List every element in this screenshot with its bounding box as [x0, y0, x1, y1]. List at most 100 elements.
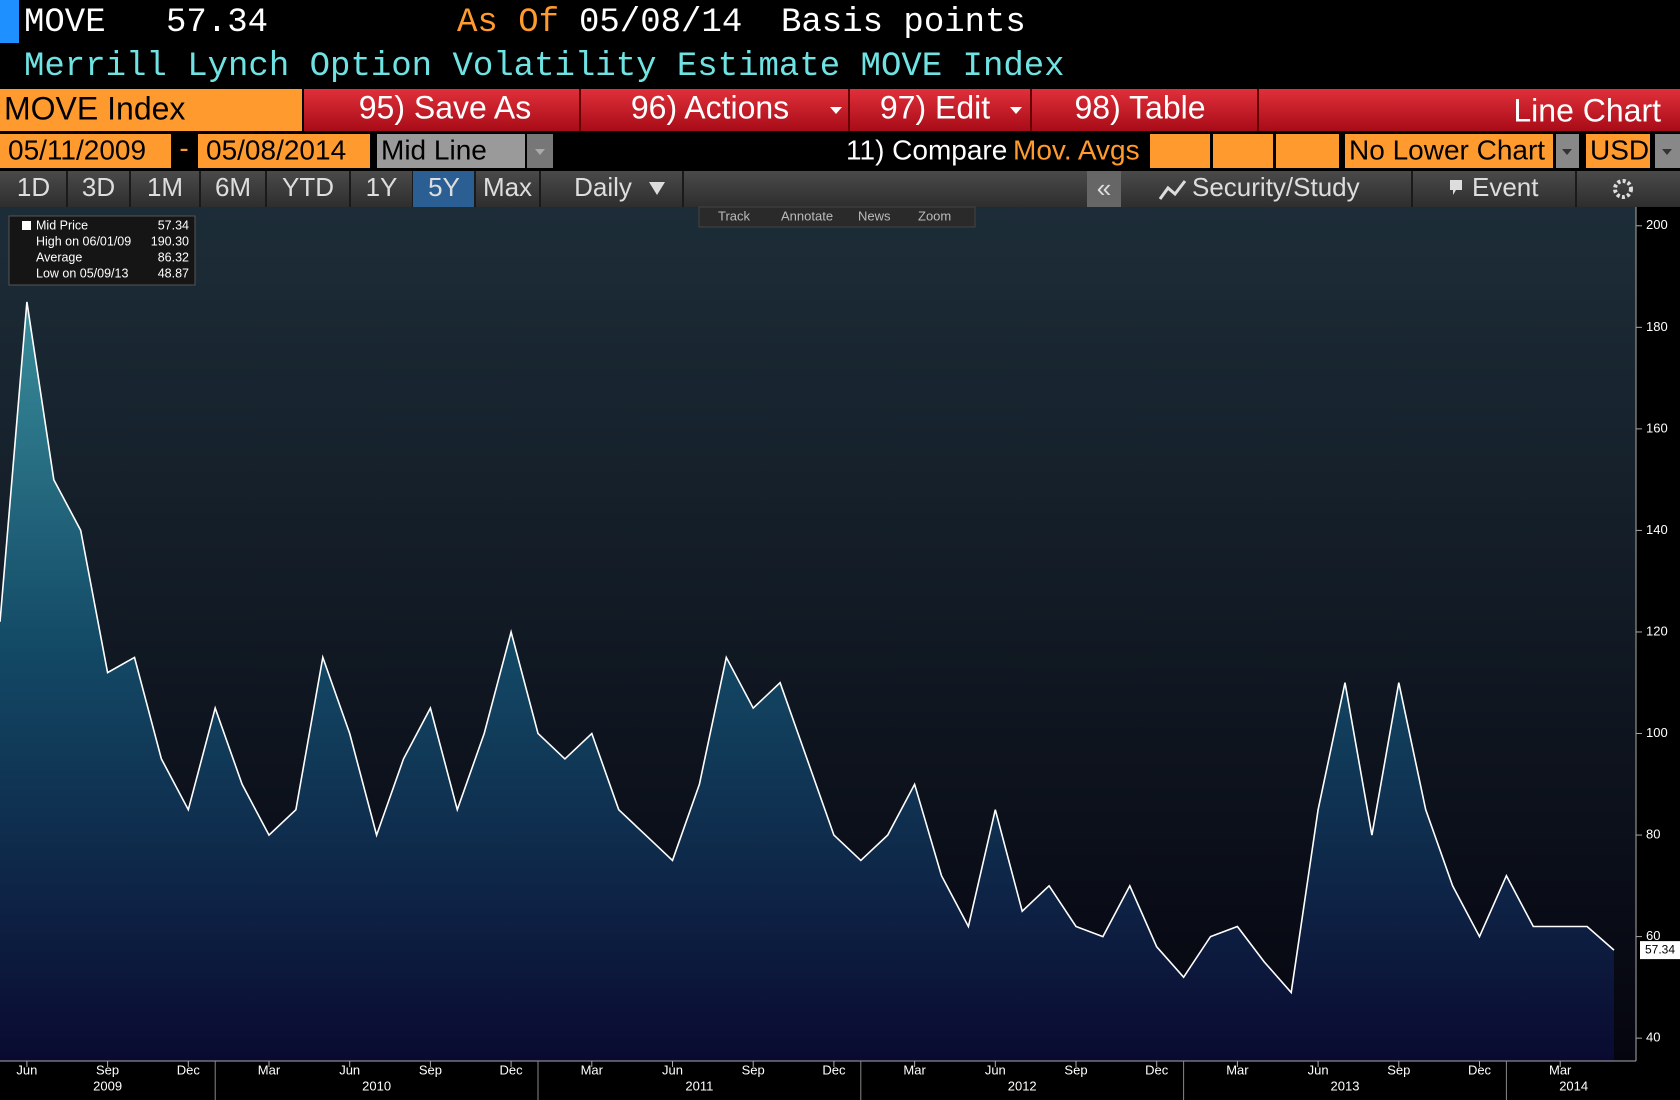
- x-tick-label: Mar: [1226, 1062, 1249, 1077]
- x-tick-label: Sep: [419, 1062, 442, 1077]
- period-tab[interactable]: YTD: [282, 172, 334, 202]
- frequency[interactable]: Daily: [574, 172, 632, 202]
- period-tab[interactable]: 1M: [147, 172, 183, 202]
- period-tab[interactable]: 1Y: [366, 172, 398, 202]
- event-button[interactable]: Event: [1472, 172, 1539, 202]
- period-tab[interactable]: 1D: [17, 172, 50, 202]
- menu-dividers: [579, 89, 1259, 131]
- selected-tab: [413, 171, 475, 207]
- as-of-date: 05/08/14: [579, 4, 742, 42]
- line-type: Mid Line: [381, 134, 487, 165]
- ticker: MOVE: [24, 4, 106, 42]
- save-as-button[interactable]: 95) Save As: [359, 89, 532, 125]
- year-label: 2011: [685, 1078, 713, 1093]
- y-tick-label: 140: [1646, 522, 1668, 537]
- y-tick-label: 160: [1646, 420, 1668, 435]
- collapse: «: [1097, 173, 1111, 203]
- currency: USD: [1590, 134, 1649, 165]
- legend-value: 57.34: [158, 218, 189, 232]
- dropdown-arrow: [830, 107, 842, 114]
- x-tick-label: Mar: [581, 1062, 604, 1077]
- x-tick-label: Sep: [1064, 1062, 1087, 1077]
- year-label: 2013: [1331, 1078, 1360, 1093]
- line-type-box[interactable]: [377, 134, 525, 168]
- legend-value: 48.87: [158, 266, 189, 280]
- x-tick-label: Mar: [903, 1062, 926, 1077]
- security-name: MOVE Index: [4, 90, 185, 126]
- x-tick-label: Jun: [16, 1062, 37, 1077]
- x-tick-label: Mar: [258, 1062, 281, 1077]
- legend-label: High on 06/01/09: [36, 234, 131, 248]
- menu-bar: [304, 89, 1680, 131]
- y-tick-label: 40: [1646, 1030, 1660, 1045]
- study-button[interactable]: Security/Study: [1192, 172, 1360, 202]
- y-tick-label: 80: [1646, 826, 1660, 841]
- currency-box[interactable]: [1586, 134, 1650, 168]
- lower-chart: No Lower Chart: [1349, 134, 1545, 165]
- mini-tool[interactable]: Track: [718, 208, 751, 223]
- year-label: 2014: [1559, 1078, 1588, 1093]
- settings-icon[interactable]: [1613, 179, 1633, 199]
- table-button[interactable]: 98) Table: [1074, 89, 1205, 125]
- dropdown-arrow: [1010, 107, 1022, 114]
- area: [0, 301, 1614, 1061]
- actions-button[interactable]: 96) Actions: [631, 89, 789, 125]
- y-tick-label: 60: [1646, 928, 1660, 943]
- mini-tool[interactable]: Annotate: [781, 208, 833, 223]
- study-icon: [1158, 180, 1187, 200]
- end-date-box[interactable]: [198, 134, 370, 168]
- edit-button[interactable]: 97) Edit: [880, 89, 990, 125]
- x-tick-label: Jun: [662, 1062, 683, 1077]
- last-value-label: 57.34: [1645, 942, 1675, 956]
- mini-tool[interactable]: News: [858, 208, 891, 223]
- collapse-box[interactable]: [1087, 171, 1121, 207]
- legend-value: 86.32: [158, 250, 189, 264]
- y-tick-label: 120: [1646, 623, 1668, 638]
- period-tab[interactable]: Max: [483, 172, 532, 202]
- legend-value: 190.30: [151, 234, 189, 248]
- dropdown-arrow: [535, 149, 545, 155]
- start-date-box[interactable]: [0, 134, 171, 168]
- mov-avg-fields[interactable]: [1150, 134, 1339, 168]
- compare-button[interactable]: 11) Compare: [846, 134, 1007, 165]
- y-tick-label: 200: [1646, 217, 1668, 232]
- legend-label: Average: [36, 250, 82, 264]
- mov-avgs-label: Mov. Avgs: [1013, 134, 1140, 165]
- date-dash: -: [179, 132, 188, 163]
- lower-chart-box[interactable]: [1345, 134, 1553, 168]
- last-price: 57.34: [166, 4, 268, 42]
- end-date: 05/08/2014: [206, 134, 346, 165]
- x-tick-label: Sep: [1387, 1062, 1410, 1077]
- x-tick-label: Sep: [96, 1062, 119, 1077]
- event-icon: [1450, 180, 1462, 195]
- y-tick-label: 100: [1646, 725, 1668, 740]
- x-tick-label: Jun: [985, 1062, 1006, 1077]
- units: Basis points: [781, 4, 1026, 42]
- x-tick-label: Dec: [1468, 1062, 1492, 1077]
- legend-box: [8, 215, 196, 286]
- mini-toolbar: [698, 206, 976, 228]
- mini-tool[interactable]: Zoom: [918, 208, 951, 223]
- x-tick-label: Mar: [1549, 1062, 1572, 1077]
- as-of-label: As Of: [457, 4, 559, 42]
- chart-type[interactable]: Line Chart: [1513, 92, 1661, 128]
- period-tab[interactable]: 3D: [82, 172, 115, 202]
- dropdown-arrow: [1562, 149, 1572, 155]
- legend-swatch: [22, 221, 31, 230]
- marker: [0, 0, 19, 43]
- last-value-tag: [1640, 941, 1680, 960]
- x-tick-label: Jun: [1308, 1062, 1329, 1077]
- x-tick-label: Jun: [339, 1062, 360, 1077]
- dropdown-arrow: [1662, 149, 1672, 155]
- security-box[interactable]: [0, 89, 302, 131]
- year-label: 2012: [1008, 1078, 1037, 1093]
- legend-label: Mid Price: [36, 218, 88, 232]
- start-date: 05/11/2009: [8, 134, 146, 165]
- period-tab[interactable]: 5Y: [428, 172, 460, 202]
- legend-label: Low on 05/09/13: [36, 266, 128, 280]
- x-tick-label: Dec: [500, 1062, 524, 1077]
- x-tick-label: Dec: [1145, 1062, 1169, 1077]
- y-tick-label: 180: [1646, 319, 1668, 334]
- period-tab[interactable]: 6M: [215, 172, 251, 202]
- dropdown-arrow: [649, 182, 665, 195]
